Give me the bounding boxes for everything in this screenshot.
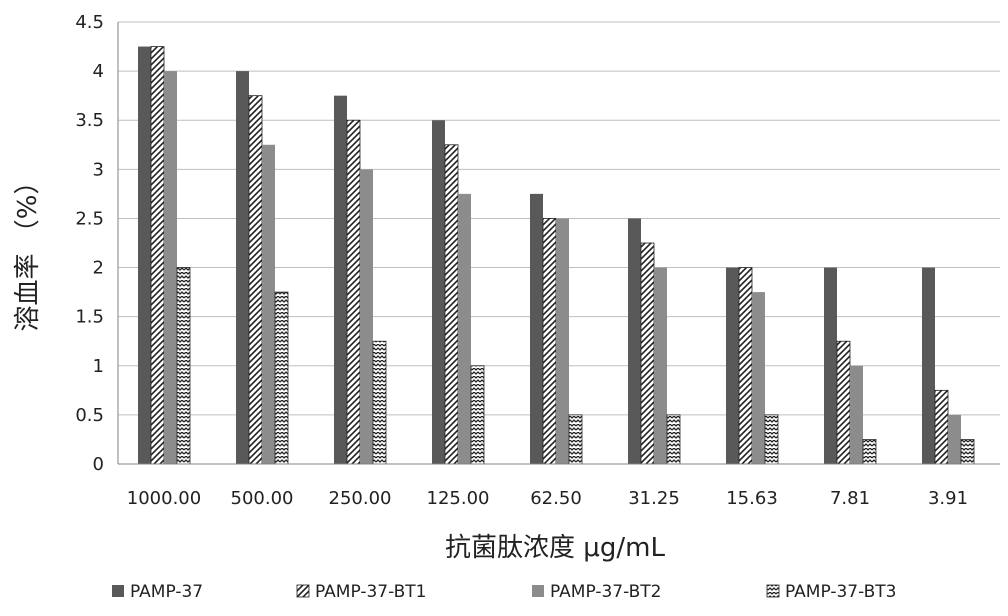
x-tick-label: 62.50 [530, 488, 582, 509]
bar-pamp-37-bt3 [764, 414, 779, 465]
bar-pamp-37-bt1 [346, 119, 361, 465]
bar-pamp-37-bt3 [372, 340, 387, 465]
bar-pamp-37-bt2 [654, 267, 667, 464]
legend-swatch [766, 584, 780, 598]
bar-pamp-37-bt1 [444, 144, 459, 465]
bar-pamp-37-bt1 [248, 95, 263, 465]
bar-pamp-37-bt3 [666, 414, 681, 465]
x-tick-label: 3.91 [928, 488, 968, 509]
bar-pamp-37-bt2 [556, 218, 569, 464]
bar-pamp-37-bt1 [934, 389, 949, 465]
x-tick-label: 7.81 [830, 488, 870, 509]
y-tick-label: 1 [93, 356, 104, 377]
bar-pamp-37 [530, 193, 543, 464]
y-tick-label: 2 [93, 258, 104, 279]
legend: PAMP-37 PAMP-37-BT1 PAMP-37-BT2 PAMP-37-BT3 [112, 582, 897, 602]
bar-pamp-37-bt2 [262, 144, 275, 464]
x-tick-label: 500.00 [231, 488, 294, 509]
bar-pamp-37-bt1 [738, 267, 753, 465]
bars-group [138, 46, 975, 465]
bar-pamp-37-bt3 [470, 365, 485, 465]
x-tick-label: 125.00 [427, 488, 490, 509]
bar-pamp-37-bt2 [360, 169, 373, 465]
y-tick-label: 0 [93, 454, 104, 475]
bar-pamp-37-bt2 [164, 71, 177, 464]
legend-swatch [112, 585, 124, 597]
x-tick-label: 250.00 [329, 488, 392, 509]
bar-pamp-37-bt2 [850, 365, 863, 464]
bar-pamp-37-bt2 [752, 292, 765, 464]
y-tick-label: 4.5 [75, 12, 104, 33]
x-tick-label: 1000.00 [127, 488, 201, 509]
bar-pamp-37 [726, 267, 739, 464]
y-tick-label: 3.5 [75, 110, 104, 131]
bar-pamp-37-bt3 [960, 439, 975, 465]
bar-pamp-37-bt1 [542, 218, 557, 465]
legend-label: PAMP-37-BT1 [315, 582, 427, 602]
x-tick-label: 31.25 [628, 488, 680, 509]
bar-pamp-37 [824, 267, 837, 464]
legend-swatch [296, 584, 310, 598]
legend-label: PAMP-37-BT2 [550, 582, 662, 602]
y-tick-label: 1.5 [75, 307, 104, 328]
bar-pamp-37-bt2 [458, 193, 471, 464]
bar-pamp-37 [432, 120, 445, 464]
bar-pamp-37-bt3 [568, 414, 583, 465]
x-axis-label: 抗菌肽浓度 μg/mL [445, 533, 665, 563]
bar-pamp-37-bt3 [176, 267, 191, 465]
bar-pamp-37-bt3 [862, 439, 877, 465]
x-tick-label: 15.63 [726, 488, 778, 509]
legend-label: PAMP-37 [130, 582, 203, 602]
bar-pamp-37-bt1 [640, 242, 655, 465]
y-tick-label: 3 [93, 159, 104, 180]
bar-pamp-37-bt1 [150, 46, 165, 465]
bar-pamp-37 [628, 218, 641, 464]
bar-pamp-37 [922, 267, 935, 464]
bar-pamp-37 [334, 95, 347, 465]
bar-pamp-37 [138, 46, 151, 465]
bar-pamp-37-bt1 [836, 340, 851, 465]
legend-label: PAMP-37-BT3 [785, 582, 897, 602]
y-tick-labels: 0 0.5 1 1.5 2 2.5 3 3.5 4 4.5 [75, 12, 104, 475]
legend-swatch [532, 585, 544, 597]
x-tick-labels: 1000.00 500.00 250.00 125.00 62.50 31.25 15.63… [127, 488, 968, 509]
y-tick-label: 0.5 [75, 405, 104, 426]
y-tick-label: 2.5 [75, 208, 104, 229]
bar-pamp-37 [236, 71, 249, 464]
y-tick-label: 4 [93, 61, 104, 82]
bar-pamp-37-bt3 [274, 291, 289, 465]
bar-pamp-37-bt2 [948, 414, 961, 464]
y-axis-label: 溶血率 （%） [13, 169, 43, 332]
